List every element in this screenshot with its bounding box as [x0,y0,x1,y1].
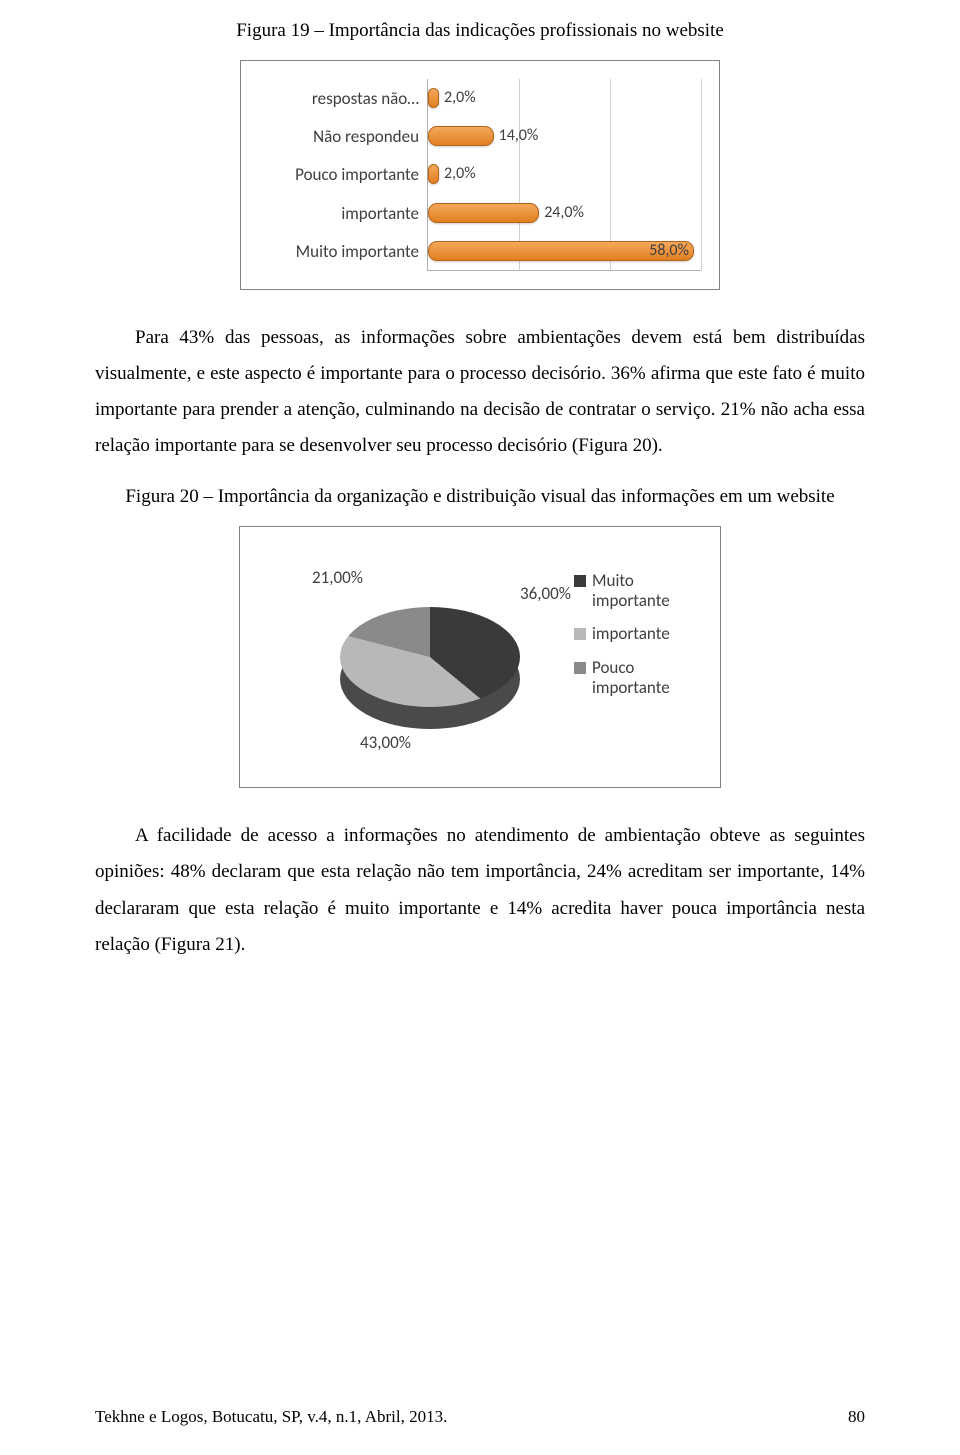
bar-label-3: importante [249,203,419,224]
bar-chart-figure-19: respostas não… Não respondeu Pouco impor… [240,60,720,290]
pie-legend: Muitoimportante importante Poucoimportan… [574,571,670,711]
legend-item-0: Muitoimportante [574,571,670,610]
bar-chart-y-labels: respostas não… Não respondeu Pouco impor… [249,79,427,271]
figure-19-title: Figura 19 – Importância das indicações p… [95,20,865,42]
paragraph-2: A facilidade de acesso a informações no … [95,818,865,962]
bar-value-4: 58,0% [649,241,689,260]
bar-1: 14,0% [428,126,494,146]
bar-label-1: Não respondeu [249,126,419,147]
legend-swatch-1 [574,628,586,640]
legend-swatch-2 [574,662,586,674]
pie-label-36: 36,00% [520,583,571,604]
pie-label-21: 21,00% [312,567,363,588]
bar-value-1: 14,0% [499,126,539,145]
bar-3: 24,0% [428,203,539,223]
legend-swatch-0 [574,575,586,587]
bar-label-4: Muito importante [249,241,419,262]
figure-20-title: Figura 20 – Importância da organização e… [95,486,865,508]
pie-top [340,607,520,707]
footer-citation: Tekhne e Logos, Botucatu, SP, v.4, n.1, … [95,1407,447,1427]
bar-value-2: 2,0% [444,164,476,183]
bar-2: 2,0% [428,164,439,184]
bar-0: 2,0% [428,88,439,108]
legend-item-2: Poucoimportante [574,658,670,697]
bar-label-0: respostas não… [249,88,419,109]
bar-chart-plot-area: 2,0% 14,0% 2,0% 24,0% 58,0% [427,79,701,271]
bar-label-2: Pouco importante [249,164,419,185]
bar-value-0: 2,0% [444,88,476,107]
paragraph-1: Para 43% das pessoas, as informações sob… [95,320,865,464]
pie-chart-figure-20: 21,00% 36,00% 43,00% Muitoimportante imp… [239,526,721,788]
pie-label-43: 43,00% [360,732,411,753]
bar-4: 58,0% [428,241,694,261]
bar-value-3: 24,0% [544,203,584,222]
legend-item-1: importante [574,624,670,644]
page-number: 80 [848,1407,865,1427]
